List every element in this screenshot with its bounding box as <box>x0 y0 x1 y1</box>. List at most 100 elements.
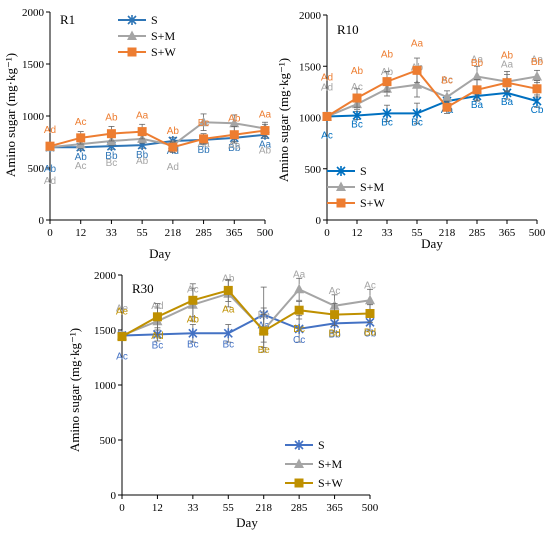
x-tick-label: 285 <box>469 227 486 239</box>
significance-label: Ba <box>471 100 484 111</box>
x-tick-label: 12 <box>152 502 163 514</box>
significance-label: Bc <box>411 117 423 128</box>
plot-area: R10 Day Amino sugar (mg·kg⁻¹) 0 500 1000 15… <box>276 10 546 251</box>
x-tick-label: 218 <box>165 227 182 239</box>
significance-label: Ad <box>321 72 333 83</box>
plot-area: R30 Day Amino sugar (mg·kg⁻¹) 0 500 1000 15… <box>67 269 379 530</box>
panel-r1: R1 Day Amino sugar (mg·kg⁻¹) 0 500 1000 150… <box>3 7 274 261</box>
x-tick-label: 33 <box>106 227 118 239</box>
data-point <box>365 294 375 305</box>
data-point <box>223 328 233 339</box>
x-tick-label: 365 <box>326 502 343 514</box>
data-point <box>294 323 304 334</box>
y-tick-label: 1000 <box>94 380 117 392</box>
significance-label: Bc <box>222 339 234 350</box>
significance-label: Ab <box>351 66 364 77</box>
significance-label: Bc <box>381 117 393 128</box>
significance-label: Ac <box>321 130 333 141</box>
data-point <box>76 133 86 143</box>
legend: S S+M S+W <box>285 438 343 490</box>
data-point <box>412 65 422 75</box>
x-tick-label: 365 <box>499 227 516 239</box>
data-point <box>322 111 332 121</box>
x-tick-label: 218 <box>439 227 456 239</box>
significance-label: Bb <box>105 151 118 162</box>
legend-swatch-marker <box>127 47 137 57</box>
panel-r10: R10 Day Amino sugar (mg·kg⁻¹) 0 500 1000 15… <box>276 10 546 251</box>
y-tick-label: 2000 <box>299 10 322 22</box>
significance-label: Ad <box>44 176 56 187</box>
data-point <box>137 127 147 137</box>
legend-item-label: S+M <box>360 180 384 194</box>
significance-label: Aa <box>293 269 306 280</box>
x-tick-label: 55 <box>137 227 149 239</box>
legend-swatch-marker <box>294 458 304 468</box>
significance-label: Ab <box>501 51 514 62</box>
series-splus-w: Ae Ad Ab Aa Be Bc Bd Bd <box>116 278 376 356</box>
legend-item-label: S+W <box>151 45 176 59</box>
significance-label: Ad <box>167 162 179 173</box>
x-tick-label: 500 <box>362 502 379 514</box>
x-tick-label: 500 <box>529 227 546 239</box>
y-tick-label: 500 <box>100 435 117 447</box>
significance-label: Ab <box>75 152 88 163</box>
data-point <box>188 328 198 339</box>
legend: S S+M S+W <box>118 13 176 59</box>
significance-label: Ac <box>351 82 363 93</box>
x-tick-label: 12 <box>352 227 363 239</box>
significance-label: Aa <box>501 60 514 71</box>
legend-swatch-marker <box>336 198 346 208</box>
data-point <box>472 85 482 95</box>
data-point <box>294 283 305 294</box>
x-tick-label: 55 <box>223 502 235 514</box>
y-tick-label: 1500 <box>22 59 45 71</box>
panel-title: R30 <box>132 281 154 296</box>
x-tick-label: 285 <box>195 227 212 239</box>
significance-label: Ab <box>187 314 200 325</box>
y-tick-label: 1000 <box>22 111 45 123</box>
series-line <box>49 121 266 149</box>
significance-label: Ad <box>151 331 163 342</box>
data-point <box>352 110 362 121</box>
significance-label: Cb <box>364 328 377 339</box>
series-line <box>49 129 266 149</box>
significance-label: Bd <box>328 329 340 340</box>
legend-swatch-marker <box>294 440 304 450</box>
significance-label: Aa <box>531 55 544 66</box>
y-axis-label: Amino sugar (mg·kg⁻¹) <box>276 58 291 182</box>
significance-label: Ac <box>329 286 341 297</box>
y-tick-label: 1500 <box>94 325 117 337</box>
significance-label: Bc <box>198 118 210 129</box>
x-tick-label: 365 <box>226 227 243 239</box>
significance-label: Cc <box>293 335 305 346</box>
data-point <box>442 102 452 112</box>
data-point <box>382 77 392 87</box>
data-point <box>198 116 209 127</box>
data-point <box>117 332 127 342</box>
y-tick-label: 2000 <box>94 270 117 282</box>
x-axis-label: Day <box>149 246 171 261</box>
x-tick-label: 0 <box>47 227 53 239</box>
data-point <box>365 309 375 318</box>
x-tick-label: 33 <box>187 502 199 514</box>
significance-label: Ab <box>44 164 57 175</box>
data-point <box>330 310 340 320</box>
data-point <box>168 142 178 152</box>
significance-label: Bc <box>351 119 363 130</box>
significance-label: Bb <box>328 329 341 340</box>
data-point <box>382 108 392 119</box>
significance-label: Aa <box>259 140 272 151</box>
data-point <box>199 134 209 144</box>
panel-title: R1 <box>60 12 75 27</box>
legend-swatch-marker <box>127 15 137 25</box>
legend-item-label: S+M <box>151 29 175 43</box>
significance-label: Ab <box>381 50 394 61</box>
series-line <box>121 313 371 337</box>
data-point <box>532 96 542 107</box>
significance-label: Bb <box>197 145 210 156</box>
series-line <box>326 75 538 118</box>
significance-label: Bb <box>228 143 241 154</box>
significance-label: Ab <box>136 156 149 167</box>
y-tick-label: 0 <box>111 490 117 502</box>
